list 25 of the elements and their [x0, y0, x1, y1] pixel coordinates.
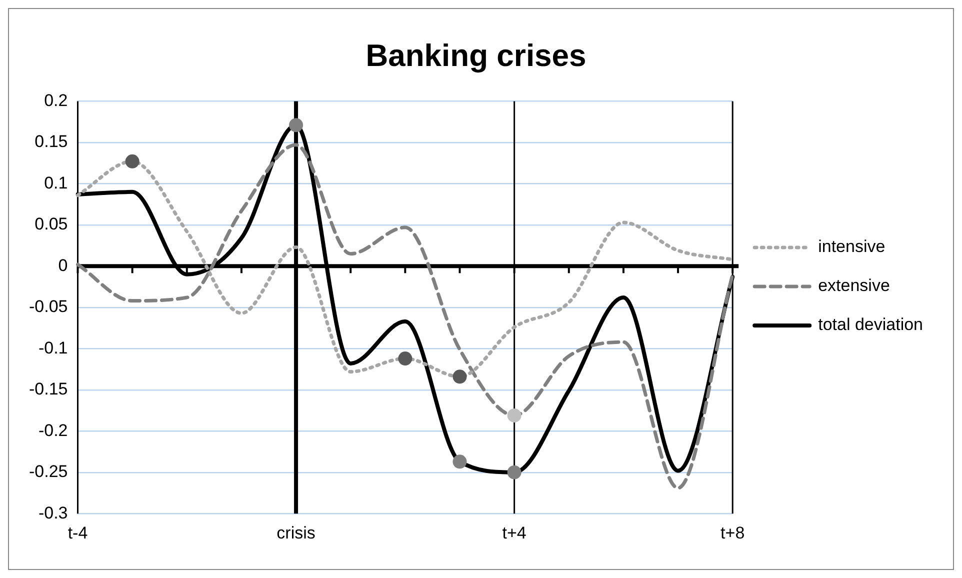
chart-title: Banking crises — [366, 38, 586, 74]
point — [452, 454, 467, 469]
x-tick-label: crisis — [276, 523, 316, 542]
y-tick-label: 0 — [58, 256, 68, 275]
x-tick-label: t+4 — [502, 523, 526, 542]
legend-label: total deviation — [818, 315, 923, 334]
x-tick-label: t+8 — [720, 523, 745, 542]
y-tick-label: -0.3 — [38, 503, 68, 522]
x-tick-label: t-4 — [68, 523, 88, 542]
point — [507, 408, 522, 422]
y-tick-label: -0.05 — [29, 297, 68, 316]
y-tick-label: 0.05 — [34, 214, 68, 234]
y-tick-label: -0.2 — [38, 420, 68, 440]
y-tick-label: -0.25 — [29, 462, 68, 482]
point — [507, 465, 522, 480]
point — [398, 352, 412, 366]
y-tick-label: 0.15 — [34, 132, 68, 152]
y-tick-label: -0.1 — [38, 338, 68, 358]
y-tick-label: 0.1 — [44, 173, 68, 192]
legend-label: extensive — [818, 276, 890, 296]
legend-label: intensive — [818, 237, 886, 256]
point — [125, 154, 140, 168]
point — [452, 370, 467, 384]
y-tick-label: 0.2 — [44, 90, 68, 110]
y-tick-label: -0.15 — [29, 380, 68, 399]
